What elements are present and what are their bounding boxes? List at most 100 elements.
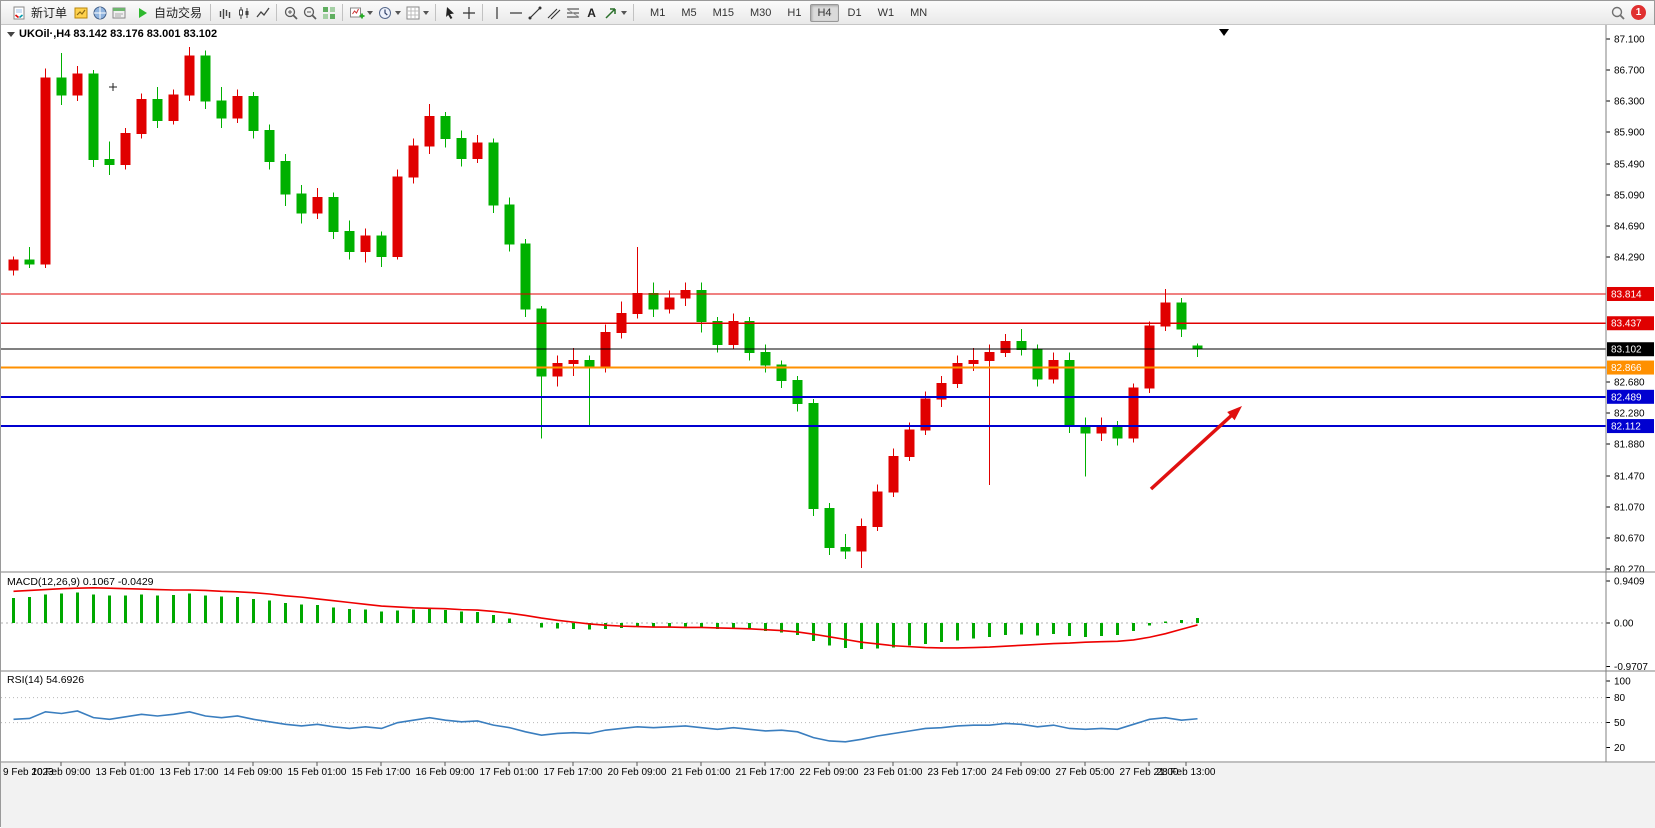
trendline-tool-icon[interactable] — [525, 3, 544, 22]
timeframe-button-h1[interactable]: H1 — [787, 6, 802, 19]
timeframe-button-mn[interactable]: MN — [910, 6, 928, 19]
price-label-chip-text: 83.102 — [1611, 345, 1642, 356]
candle — [440, 111, 451, 148]
timeframe-button-d1[interactable]: D1 — [847, 6, 862, 19]
time-axis-label: 17 Feb 01:00 — [480, 767, 539, 778]
new-order-label: 新订单 — [31, 6, 68, 20]
candle — [184, 46, 195, 102]
collapse-panel-icon[interactable] — [7, 31, 15, 37]
price-axis-label: 80.670 — [1614, 533, 1645, 544]
time-axis-label: 23 Feb 01:00 — [864, 767, 923, 778]
candle — [168, 89, 179, 125]
candle — [520, 239, 531, 317]
cursor-icon[interactable] — [440, 3, 459, 22]
price-label-chip — [1607, 360, 1654, 375]
price-axis-label: 85.490 — [1614, 159, 1645, 170]
candle — [376, 231, 387, 268]
line-chart-icon[interactable] — [253, 3, 272, 22]
template-dropdown-icon[interactable] — [423, 10, 430, 15]
zoom-in-icon[interactable] — [281, 3, 300, 22]
arrows-tool-icon[interactable] — [601, 3, 620, 22]
time-axis-label: 15 Feb 17:00 — [352, 767, 411, 778]
new-chart-icon[interactable] — [347, 3, 366, 22]
candle — [264, 124, 275, 170]
toolbar-separator — [276, 4, 278, 21]
candle — [136, 93, 147, 139]
autotrading-button[interactable]: 自动交易 — [128, 2, 206, 23]
timeframe-button-h4[interactable]: H4 — [810, 3, 839, 22]
market-watch-icon[interactable] — [71, 3, 90, 22]
text-tool-icon[interactable]: A — [587, 5, 596, 20]
rsi-axis-label: 100 — [1614, 677, 1631, 688]
terminal-icon[interactable] — [109, 3, 128, 22]
candlestick-chart-icon[interactable] — [234, 3, 253, 22]
time-axis-label: 27 Feb 05:00 — [1056, 767, 1115, 778]
macd-axis-label: 0.00 — [1614, 619, 1634, 630]
period-clock-icon[interactable] — [375, 3, 394, 22]
time-axis-label: 13 Feb 17:00 — [160, 767, 219, 778]
new-chart-dropdown-icon[interactable] — [367, 10, 374, 15]
time-axis-strip — [1, 763, 1655, 828]
timeframe-button-m30[interactable]: M30 — [750, 6, 772, 19]
candle — [248, 91, 259, 139]
timeframe-button-m5[interactable]: M5 — [681, 6, 697, 19]
fibonacci-tool-icon[interactable] — [563, 3, 582, 22]
rsi-axis-label: 50 — [1614, 718, 1626, 729]
price-label-chip-text: 82.112 — [1611, 422, 1641, 433]
crosshair-icon[interactable] — [459, 3, 478, 22]
arrows-dropdown-icon[interactable] — [621, 10, 628, 15]
candle — [856, 518, 867, 569]
navigator-icon[interactable] — [90, 3, 109, 22]
candle — [952, 355, 963, 389]
price-label-chip — [1607, 419, 1654, 434]
trend-arrow[interactable] — [1149, 413, 1234, 491]
candle — [1144, 321, 1155, 393]
toolbar: 新订单 自动交易 — [1, 1, 1654, 25]
candle — [840, 534, 851, 559]
timeframe-button-m1[interactable]: M1 — [650, 6, 666, 19]
price-label-chip — [1607, 286, 1654, 301]
candle — [24, 246, 35, 268]
chart-shift-marker[interactable] — [1219, 29, 1229, 36]
price-label-chip-text: 83.437 — [1611, 319, 1642, 330]
autotrading-play-icon — [132, 3, 151, 22]
price-axis-label: 85.900 — [1614, 128, 1645, 139]
cross-marker[interactable] — [109, 83, 117, 91]
time-axis-label: 21 Feb 17:00 — [736, 767, 795, 778]
time-axis-label: 24 Feb 09:00 — [992, 767, 1051, 778]
candle — [40, 68, 51, 268]
candle — [120, 128, 131, 170]
candle — [56, 52, 67, 105]
bar-chart-icon[interactable] — [215, 3, 234, 22]
time-axis-label: 27 Feb 21:00 — [1120, 767, 1179, 778]
price-axis-label: 86.300 — [1614, 97, 1645, 108]
search-icon[interactable] — [1608, 3, 1627, 22]
candle — [152, 87, 163, 129]
candle — [216, 87, 227, 129]
vertical-line-tool-icon[interactable] — [487, 3, 506, 22]
candle — [344, 220, 355, 260]
new-order-button[interactable]: 新订单 — [5, 2, 71, 23]
chart-template-icon[interactable] — [403, 3, 422, 22]
candle — [824, 503, 835, 556]
candle — [904, 422, 915, 462]
notification-badge[interactable]: 1 — [1631, 5, 1646, 20]
candle — [72, 66, 83, 102]
channel-tool-icon[interactable] — [544, 3, 563, 22]
time-axis-label: 20 Feb 09:00 — [608, 767, 667, 778]
horizontal-line-tool-icon[interactable] — [506, 3, 525, 22]
period-dropdown-icon[interactable] — [395, 10, 402, 15]
tile-windows-icon[interactable] — [319, 3, 338, 22]
candle — [296, 184, 307, 224]
candle — [872, 484, 883, 531]
price-axis-label: 81.880 — [1614, 440, 1645, 451]
time-axis-label: 15 Feb 01:00 — [288, 767, 347, 778]
price-label-chip — [1607, 342, 1654, 357]
rsi-indicator-label: RSI(14) 54.6926 — [7, 674, 85, 686]
timeframe-button-m15[interactable]: M15 — [712, 6, 734, 19]
timeframe-button-w1[interactable]: W1 — [877, 6, 895, 19]
price-axis-label: 84.290 — [1614, 253, 1645, 264]
chart-symbol-title[interactable]: UKOil·,H4 83.142 83.176 83.001 83.102 — [7, 28, 217, 40]
zoom-out-icon[interactable] — [300, 3, 319, 22]
